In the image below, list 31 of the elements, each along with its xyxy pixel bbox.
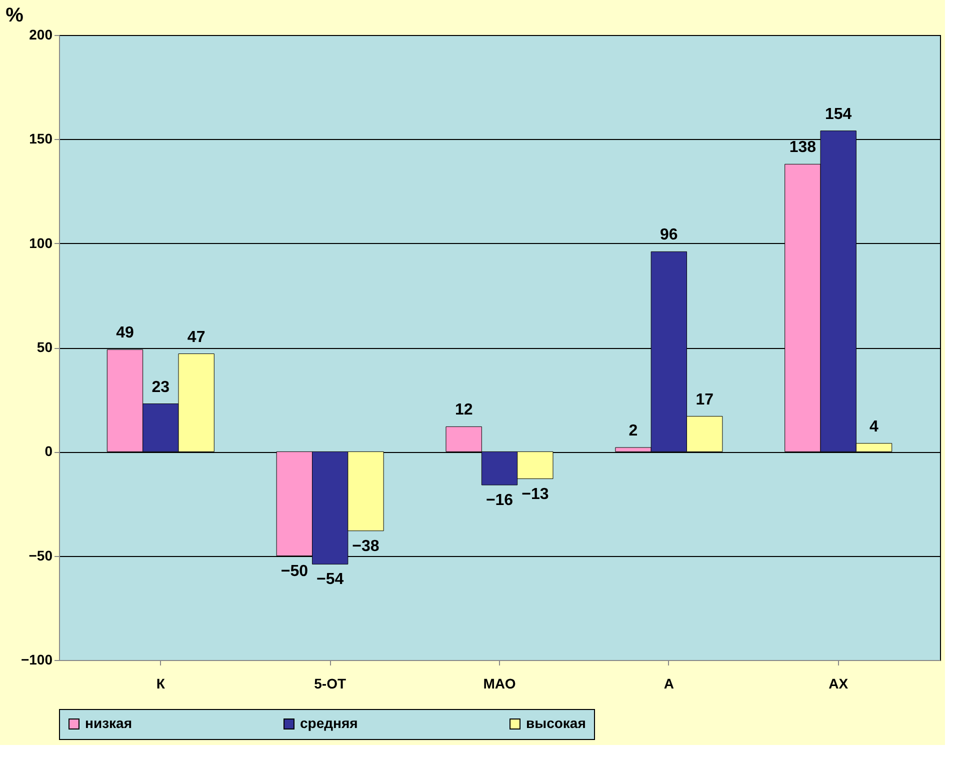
legend-label: средняя bbox=[300, 715, 358, 731]
x-tick-label: А bbox=[664, 676, 674, 692]
x-tick-label: АХ bbox=[828, 676, 849, 692]
data-label: 154 bbox=[824, 106, 852, 123]
x-tick-label: МАО bbox=[483, 676, 516, 692]
y-tick-label: −100 bbox=[20, 652, 53, 668]
x-tick-label: 5-ОТ bbox=[314, 676, 346, 692]
data-label: 47 bbox=[187, 328, 206, 346]
y-tick-label: 0 bbox=[44, 443, 53, 460]
y-tick-label: 150 bbox=[29, 130, 53, 147]
data-label: 4 bbox=[870, 418, 879, 436]
y-tick-label: 100 bbox=[29, 234, 53, 251]
data-label: 2 bbox=[628, 422, 638, 440]
x-tick-label: К bbox=[156, 676, 166, 692]
data-label: −13 bbox=[522, 486, 549, 503]
y-tick-label: 200 bbox=[29, 26, 53, 42]
data-label: 96 bbox=[660, 226, 678, 244]
data-label: −50 bbox=[280, 562, 308, 580]
data-label: −54 bbox=[316, 571, 344, 588]
data-label: −38 bbox=[352, 538, 380, 555]
legend-label: высокая bbox=[526, 715, 586, 731]
y-tick-label: 50 bbox=[36, 339, 53, 355]
data-label: −16 bbox=[486, 492, 514, 509]
data-label: 23 bbox=[152, 378, 170, 396]
y-axis-title: % bbox=[6, 4, 24, 26]
data-label: 49 bbox=[116, 324, 134, 342]
legend-label: низкая bbox=[85, 715, 132, 731]
data-label: 138 bbox=[789, 139, 816, 156]
data-label: 17 bbox=[696, 391, 714, 408]
data-label: 12 bbox=[454, 402, 473, 419]
y-tick-label: −50 bbox=[28, 547, 53, 564]
